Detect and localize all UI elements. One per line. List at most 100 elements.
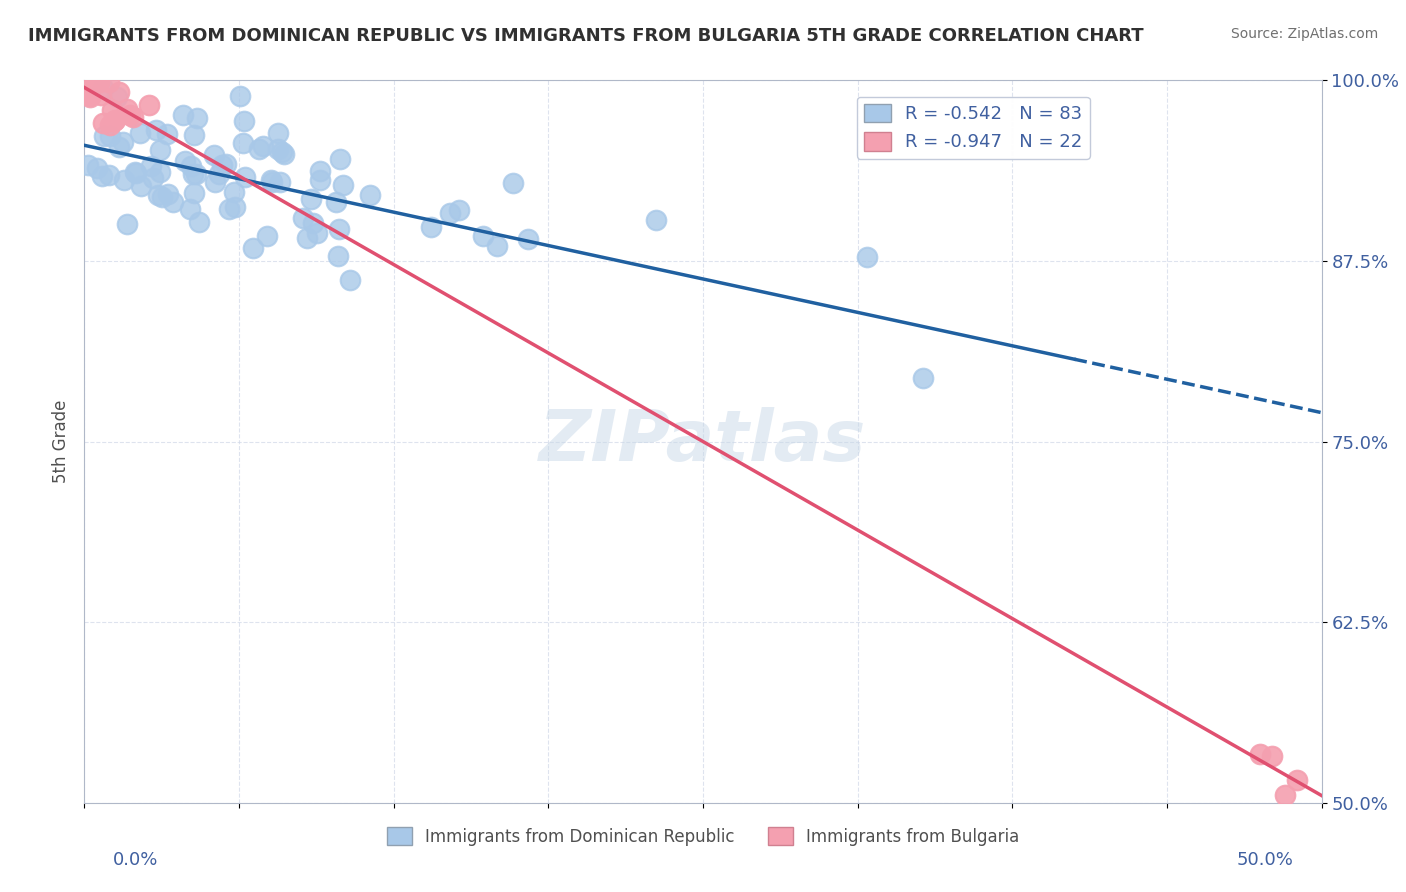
- Point: [105, 89, 128, 103]
- Legend: R = -0.542   N = 83, R = -0.947   N = 22: R = -0.542 N = 83, R = -0.947 N = 22: [856, 96, 1090, 159]
- Point: [91, 116, 114, 130]
- Point: [1274, 789, 1296, 803]
- Point: [1261, 748, 1284, 763]
- Point: [252, 139, 274, 153]
- Point: [93, 129, 115, 144]
- Point: [224, 185, 246, 199]
- Point: [111, 136, 134, 150]
- Point: [149, 165, 172, 179]
- Point: [108, 85, 131, 99]
- Point: [97, 168, 120, 182]
- Point: [256, 229, 278, 244]
- Point: [180, 159, 202, 173]
- Point: [295, 231, 318, 245]
- Point: [229, 89, 252, 103]
- Point: [644, 213, 666, 227]
- Point: [90, 169, 112, 184]
- Point: [86, 161, 108, 175]
- Point: [292, 211, 315, 226]
- Text: 0.0%: 0.0%: [112, 851, 157, 869]
- Point: [485, 238, 508, 252]
- Point: [115, 103, 138, 117]
- Point: [186, 111, 208, 125]
- Point: [273, 147, 295, 161]
- Point: [260, 172, 283, 186]
- Point: [328, 222, 350, 236]
- Point: [128, 126, 150, 140]
- Point: [112, 173, 135, 187]
- Point: [173, 153, 195, 168]
- Point: [307, 226, 329, 240]
- Point: [150, 190, 173, 204]
- Point: [145, 122, 167, 136]
- Point: [148, 188, 170, 202]
- Point: [107, 140, 129, 154]
- Point: [855, 250, 877, 264]
- Point: [328, 152, 350, 166]
- Text: IMMIGRANTS FROM DOMINICAN REPUBLIC VS IMMIGRANTS FROM BULGARIA 5TH GRADE CORRELA: IMMIGRANTS FROM DOMINICAN REPUBLIC VS IM…: [28, 27, 1143, 45]
- Point: [101, 103, 124, 117]
- Point: [87, 75, 110, 89]
- Y-axis label: 5th Grade: 5th Grade: [52, 400, 70, 483]
- Point: [299, 192, 322, 206]
- Point: [1249, 747, 1271, 761]
- Point: [502, 177, 524, 191]
- Point: [449, 203, 471, 218]
- Point: [439, 205, 461, 219]
- Point: [98, 128, 121, 143]
- Point: [242, 241, 264, 255]
- Point: [326, 249, 349, 263]
- Point: [79, 75, 101, 89]
- Point: [184, 167, 207, 181]
- Point: [131, 179, 153, 194]
- Point: [179, 202, 201, 216]
- Point: [247, 142, 270, 156]
- Point: [208, 167, 231, 181]
- Text: 50.0%: 50.0%: [1237, 851, 1294, 869]
- Point: [156, 186, 179, 201]
- Point: [104, 112, 127, 127]
- Point: [1285, 772, 1308, 787]
- Point: [204, 175, 226, 189]
- Point: [202, 148, 225, 162]
- Point: [187, 214, 209, 228]
- Point: [516, 232, 538, 246]
- Point: [233, 114, 256, 128]
- Point: [139, 159, 162, 173]
- Point: [156, 127, 179, 141]
- Point: [471, 229, 494, 244]
- Point: [162, 195, 184, 210]
- Text: Source: ZipAtlas.com: Source: ZipAtlas.com: [1230, 27, 1378, 41]
- Point: [181, 168, 204, 182]
- Point: [124, 166, 146, 180]
- Point: [269, 175, 291, 189]
- Point: [262, 175, 284, 189]
- Point: [309, 164, 332, 178]
- Point: [235, 169, 257, 184]
- Point: [172, 107, 194, 121]
- Point: [183, 186, 205, 201]
- Point: [138, 97, 160, 112]
- Point: [76, 159, 98, 173]
- Point: [215, 157, 238, 171]
- Point: [270, 145, 292, 159]
- Point: [302, 216, 325, 230]
- Point: [339, 273, 361, 287]
- Point: [912, 370, 935, 384]
- Point: [232, 136, 254, 150]
- Point: [90, 88, 112, 103]
- Point: [77, 88, 100, 103]
- Point: [115, 217, 138, 231]
- Point: [124, 164, 146, 178]
- Point: [103, 114, 125, 128]
- Point: [211, 158, 233, 172]
- Point: [79, 90, 101, 104]
- Point: [224, 200, 246, 214]
- Point: [77, 87, 100, 102]
- Point: [419, 220, 441, 235]
- Point: [308, 173, 330, 187]
- Point: [267, 142, 290, 156]
- Point: [93, 80, 115, 95]
- Point: [149, 143, 172, 157]
- Point: [122, 110, 145, 124]
